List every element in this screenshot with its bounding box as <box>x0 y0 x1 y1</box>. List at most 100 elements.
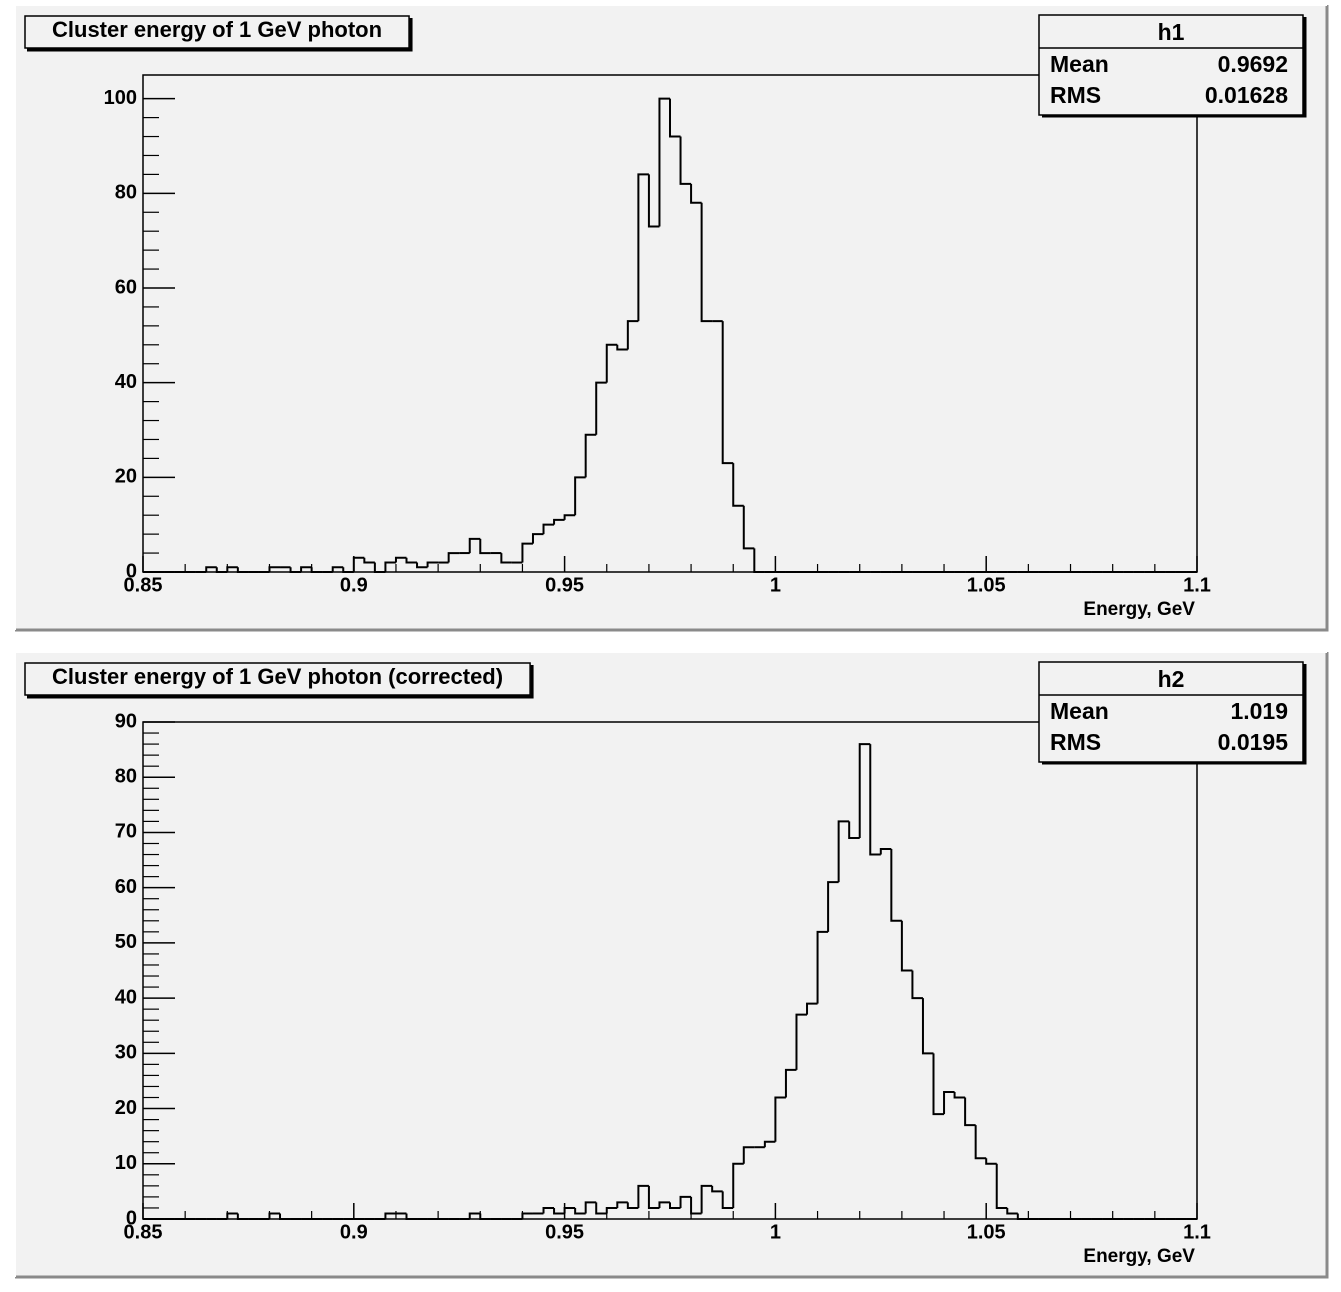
panel-bevel <box>14 4 1327 630</box>
histogram-bin <box>711 1185 723 1193</box>
histogram-bin <box>795 1013 808 1070</box>
chart-title: Cluster energy of 1 GeV photon <box>52 17 382 42</box>
stats-value: 0.0195 <box>1218 729 1289 755</box>
stats-shadow <box>1042 664 1307 765</box>
histogram-bin <box>890 849 902 922</box>
histogram-bin <box>373 562 386 573</box>
histogram-bin <box>595 1202 607 1215</box>
histogram-bin <box>563 1206 576 1214</box>
histogram-bin <box>669 98 681 138</box>
histogram-bin <box>342 567 354 573</box>
histogram-bin <box>658 1201 670 1208</box>
histogram-bin <box>394 556 407 563</box>
histogram-bin <box>690 183 702 204</box>
stats-value: 0.9692 <box>1218 51 1288 77</box>
stats-value: 0.01628 <box>1205 82 1288 108</box>
y-tick-label: 20 <box>115 466 137 488</box>
histogram-bin <box>1006 1207 1018 1215</box>
y-tick-label: 40 <box>115 986 137 1008</box>
x-tick-label: 1.05 <box>967 574 1006 596</box>
x-tick-label: 1 <box>770 1221 781 1243</box>
y-tick-label: 40 <box>115 371 137 393</box>
histogram-bin <box>574 476 586 516</box>
histogram-bin <box>447 552 460 563</box>
histogram-bin <box>479 1213 491 1220</box>
y-tick-label: 30 <box>115 1042 137 1064</box>
histogram-bin <box>647 174 660 228</box>
x-tick-label: 1.1 <box>1183 1221 1211 1243</box>
histogram-bin <box>647 1185 660 1209</box>
histogram-bin <box>521 542 533 563</box>
histogram-bin <box>268 1212 281 1219</box>
histogram-bin <box>331 566 344 572</box>
y-tick-label: 0 <box>126 560 137 582</box>
histogram-bin <box>289 567 302 573</box>
histogram-bin <box>1016 1213 1029 1220</box>
histogram-bin <box>416 562 428 569</box>
y-tick-label: 60 <box>115 876 137 898</box>
histogram-bin <box>205 566 217 572</box>
stats-label: RMS <box>1050 729 1101 755</box>
x-tick-label: 1.1 <box>1183 574 1211 596</box>
histogram-bin <box>542 523 555 535</box>
stats-value: 1.019 <box>1230 698 1288 724</box>
histogram-bin <box>595 381 607 435</box>
histogram-bin <box>763 1140 776 1148</box>
histogram-bin <box>721 1191 734 1209</box>
histogram-bin <box>468 537 481 554</box>
histogram-bin <box>226 1212 238 1219</box>
title-shadow <box>27 18 413 52</box>
histogram-bin <box>363 557 375 564</box>
y-tick-label: 20 <box>115 1097 137 1119</box>
histogram-bin <box>848 821 860 839</box>
histogram-bin <box>816 930 829 1004</box>
histogram-bin <box>964 1097 976 1127</box>
histogram-bin <box>236 567 249 573</box>
histogram-bin <box>300 566 312 572</box>
histogram-bin <box>669 1202 681 1209</box>
title-box <box>24 662 531 696</box>
histogram-bin <box>616 344 628 351</box>
histogram-bin <box>352 556 365 572</box>
panel-bevel <box>15 652 1329 1279</box>
y-tick-label: 80 <box>115 182 137 204</box>
histogram-bin <box>637 173 649 322</box>
histogram-bin <box>584 1201 597 1214</box>
x-tick-label: 0.95 <box>545 574 584 596</box>
histogram-bin <box>626 1202 639 1209</box>
x-axis-label: Energy, GeV <box>1083 1246 1195 1267</box>
histogram-bin <box>911 970 923 1000</box>
histogram-bin <box>869 744 881 856</box>
y-tick-label: 50 <box>115 931 137 953</box>
histogram-bin <box>626 320 639 350</box>
x-tick-label: 0.85 <box>124 1221 163 1243</box>
x-tick-label: 0.9 <box>340 1221 368 1243</box>
plot-frame <box>142 721 1198 1220</box>
stats-label: Mean <box>1050 51 1109 77</box>
histogram-bin <box>753 548 765 573</box>
histogram-bin <box>932 1053 945 1116</box>
histogram-bin <box>405 557 418 564</box>
histogram-bin <box>468 1212 481 1219</box>
histogram-bin <box>405 1213 418 1220</box>
histogram-bin <box>384 561 396 572</box>
histogram-bin <box>774 1096 786 1142</box>
x-tick-label: 0.9 <box>340 574 368 596</box>
histogram-bin <box>384 1212 396 1219</box>
x-tick-label: 1.05 <box>967 1221 1006 1243</box>
histogram-bin <box>279 1213 291 1220</box>
histogram-bin <box>732 1162 744 1208</box>
histogram-bin <box>605 1206 618 1214</box>
histogram-bin <box>679 1195 692 1208</box>
histogram-bin <box>974 1125 987 1160</box>
histogram-bin <box>879 848 892 855</box>
chart-title: Cluster energy of 1 GeV photon (correcte… <box>52 664 503 689</box>
histogram-bin <box>900 920 913 972</box>
histogram-bin <box>732 463 744 507</box>
histogram-bin <box>858 743 871 838</box>
panel-bevel <box>14 651 1327 1277</box>
histogram-bin <box>679 136 692 185</box>
histogram-bin <box>995 1163 1008 1209</box>
